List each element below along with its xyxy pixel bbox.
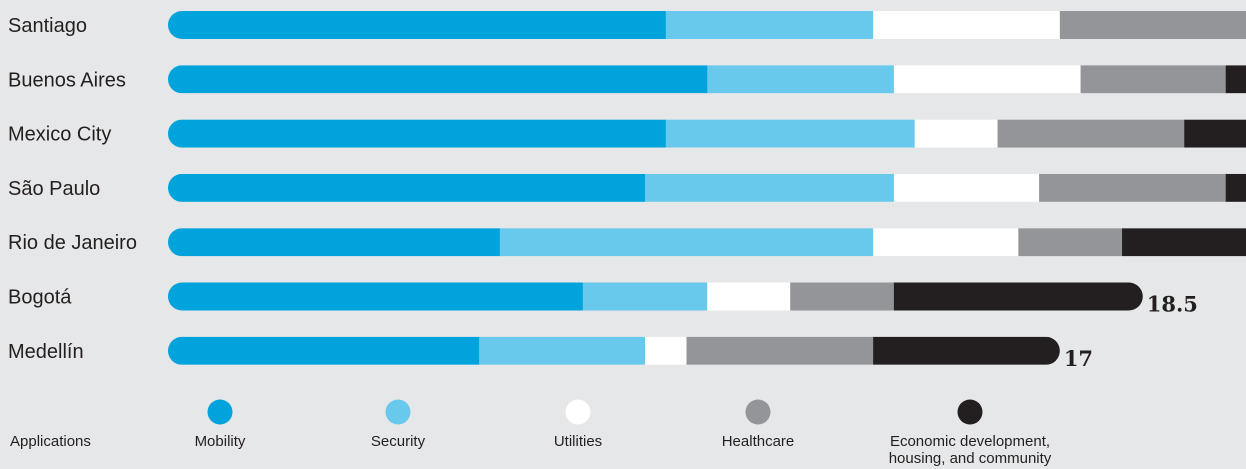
bar-segment [168,173,646,202]
bar-row: Rio de Janeiro22 [8,228,1246,257]
bar-segment [790,282,895,311]
bar-segment [893,282,1143,311]
bar-segment [168,65,708,94]
category-label: Mexico City [8,124,111,146]
total-label: 17 [1064,346,1093,371]
legend-label: Security [371,433,426,450]
bar-row: Mexico City24 [8,119,1246,148]
legend-swatch [745,399,771,425]
bar-segment [168,228,501,257]
bar-segment [168,282,584,311]
bar-segment [645,173,895,202]
legend-items: Mobility Security Utilities Healthcare Econo… [195,399,1052,467]
legend-swatch [565,399,591,425]
category-label: Rio de Janeiro [8,232,137,254]
legend-item: Mobility [195,399,246,450]
bar-segment [499,228,874,257]
bar-row: Medellín 17 [8,336,1093,371]
bar-segment [1080,65,1227,94]
category-label: Buenos Aires [8,69,126,91]
bar-segments [168,282,1143,311]
legend-swatch [957,399,983,425]
category-label: Medellín [8,341,84,363]
legend-title: Applications [10,433,91,450]
bar-segments [168,65,1246,94]
bar-segment [1039,173,1227,202]
category-label: Santiago [8,15,87,37]
legend-label: Economic development, [890,433,1050,450]
bar-row: Santiago25 [8,11,1246,39]
bar-segment [914,119,999,148]
legend-swatch [207,399,233,425]
bar-segment [893,173,1040,202]
bar-segment [873,228,1019,257]
legend-item: Utilities [554,399,602,450]
bar-segments [168,173,1246,202]
legend-label: Healthcare [722,433,795,450]
bar-segment [893,65,1082,94]
total-label: 18.5 [1147,292,1198,317]
bar-segment [686,336,874,365]
bar-segment [707,282,791,311]
legend-label: Mobility [195,433,246,450]
bar-segments [168,228,1246,257]
legend-swatch [385,399,411,425]
legend: Applications Mobility Security Utilities He… [10,399,1052,467]
bar-segment [168,336,480,365]
bar-segment [582,282,708,311]
bar-segment [1122,228,1246,257]
bar-segment [1018,228,1123,257]
legend-item: Healthcare [722,399,795,450]
bar-segment [168,11,667,39]
bar-segments [168,11,1246,39]
bar-segment [645,336,688,365]
chart-rows: Santiago25 Buenos Aires25 Mexico City24 São… [8,11,1246,371]
bar-segment [1184,119,1246,148]
bar-segment [997,119,1185,148]
bar-segment [873,11,1061,39]
legend-item: Security [371,399,426,450]
bar-segment [873,336,1060,365]
category-label: São Paulo [8,178,100,200]
category-label: Bogotá [8,287,72,309]
bar-row: Bogotá 18.5 [8,282,1198,317]
bar-segment [665,119,916,148]
bar-row: São Paulo23.5 [8,173,1246,202]
bar-segments [168,336,1060,365]
bar-segment [168,119,667,148]
legend-label: Utilities [554,433,602,450]
legend-item: Economic development,housing, and commun… [889,399,1052,467]
bar-segments [168,119,1246,148]
legend-label: housing, and community [889,450,1052,467]
bar-segment [707,65,895,94]
bar-row: Buenos Aires25 [8,65,1246,94]
bar-segment [665,11,874,39]
bar-segment [1059,11,1246,39]
bar-segment [479,336,646,365]
bar-segment [1225,173,1246,202]
bar-segment [1225,65,1246,94]
